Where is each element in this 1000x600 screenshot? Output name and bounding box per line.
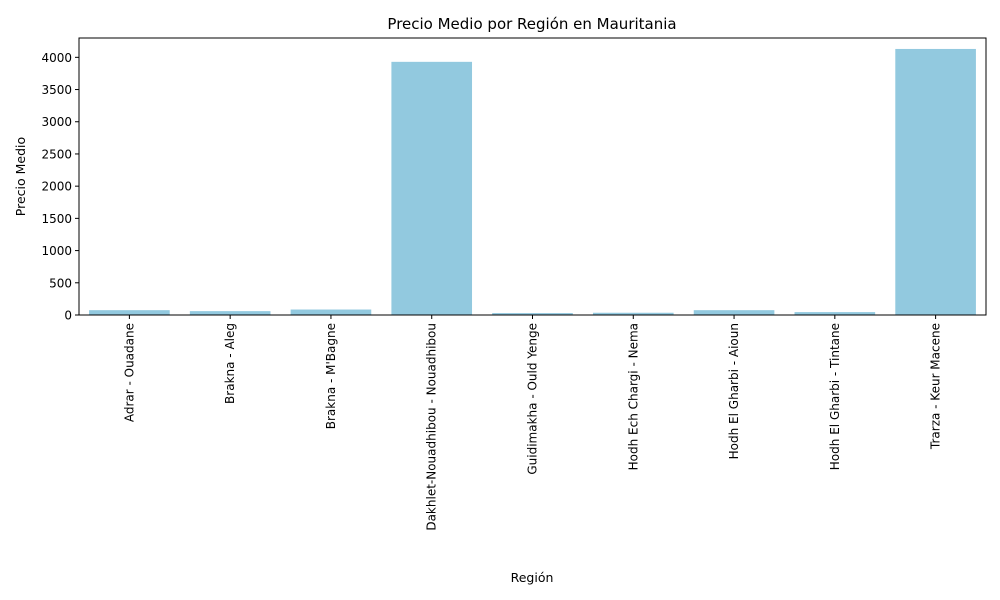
x-tick-label: Brakna - M'Bagne	[324, 323, 338, 429]
x-tick-label: Guidimakha - Ould Yenge	[526, 323, 540, 475]
plot-frame	[78, 37, 987, 316]
chart-title: Precio Medio por Región en Mauritania	[387, 15, 676, 33]
x-tick-label: Adrar - Ouadane	[122, 323, 136, 422]
y-tick-label: 3500	[41, 83, 72, 97]
y-tick-label: 2500	[41, 147, 72, 161]
x-axis-title: Región	[511, 570, 554, 585]
y-tick-label: 500	[49, 276, 72, 290]
y-tick-label: 3000	[41, 115, 72, 129]
bar	[290, 309, 372, 315]
x-tick-label: Hodh Ech Chargi - Nema	[626, 323, 640, 470]
bar	[89, 310, 170, 315]
y-axis-title: Precio Medio	[13, 137, 28, 216]
y-tick-label: 2000	[41, 180, 72, 194]
bar	[895, 48, 976, 315]
y-axis: 0 500 1000 1500 2000 2500 3000 3500 4000	[41, 51, 79, 323]
bar	[391, 61, 473, 315]
x-tick-label: Trarza - Keur Macene	[929, 323, 943, 450]
y-tick-label: 4000	[41, 51, 72, 65]
bar	[189, 311, 271, 315]
bar	[794, 312, 876, 315]
y-tick-label: 1000	[41, 244, 72, 258]
x-tick-label: Hodh El Gharbi - Aioun	[727, 323, 741, 459]
bar	[592, 312, 674, 315]
x-axis: Adrar - Ouadane Brakna - Aleg Brakna - M'B…	[122, 315, 943, 531]
y-tick-label: 0	[64, 309, 72, 323]
x-tick-label: Hodh El Gharbi - Tintane	[828, 323, 842, 470]
bar	[492, 313, 573, 315]
bars-group	[89, 48, 976, 315]
x-tick-label: Dakhlet-Nouadhibou - Nouadhibou	[425, 323, 439, 531]
y-tick-label: 1500	[41, 212, 72, 226]
bar	[693, 310, 775, 315]
x-tick-label: Brakna - Aleg	[223, 323, 237, 404]
